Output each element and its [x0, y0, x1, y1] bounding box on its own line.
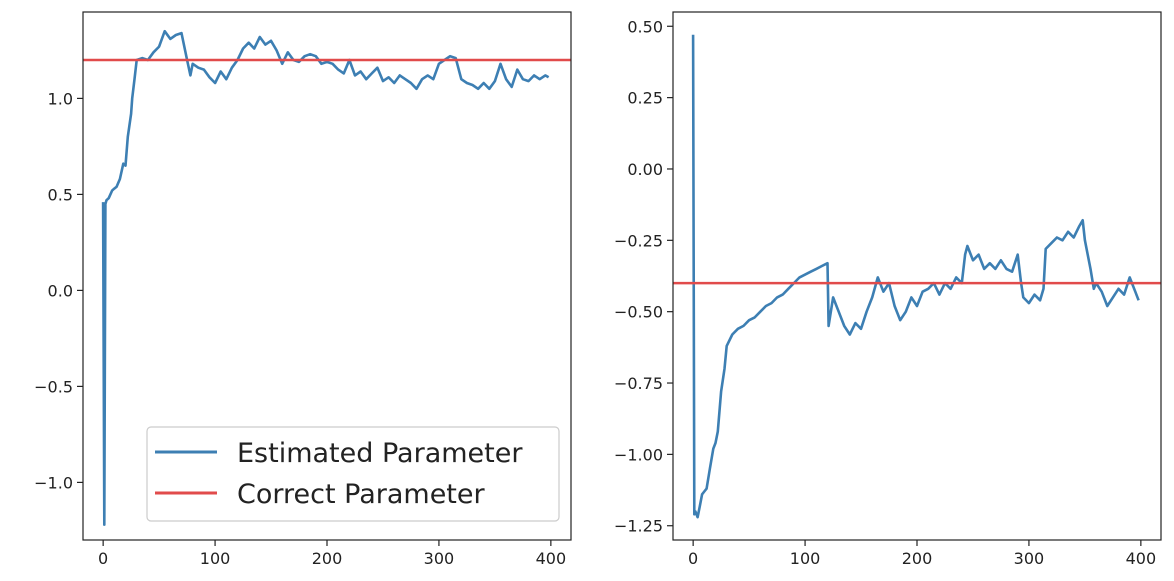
- right-ytick-label: −0.50: [614, 303, 663, 322]
- right-xtick-label: 100: [790, 549, 821, 568]
- right-ytick-label: 0.00: [627, 160, 663, 179]
- left-xtick-label: 300: [424, 549, 455, 568]
- right-ticks-layer: 0 100 200 300 400 −1.25 −1.00 −0.75 −0.50 −0.25 0.…: [614, 17, 1156, 568]
- left-ytick-label: 0.5: [48, 185, 73, 204]
- right-series-layer: [673, 34, 1161, 519]
- right-xtick-label: 300: [1014, 549, 1045, 568]
- left-plot-area-clip: [83, 29, 571, 526]
- right-xtick-label: 400: [1126, 549, 1157, 568]
- left-series-layer: [83, 29, 571, 526]
- right-ytick-label: −0.75: [614, 374, 663, 393]
- left-plot-panel: 0 100 200 300 400 −1.0 −0.5 0.0 0.5 1.0 Estimated…: [34, 11, 572, 568]
- left-ytick-label: −0.5: [34, 377, 73, 396]
- right-ytick-label: 0.50: [627, 17, 663, 36]
- left-ytick-label: 0.0: [48, 281, 73, 300]
- right-axes-frame: [672, 11, 1162, 541]
- right-series-estimated-line: [691, 34, 1140, 519]
- left-ticks-layer: 0 100 200 300 400 −1.0 −0.5 0.0 0.5 1.0: [34, 89, 566, 568]
- left-xtick-label: 200: [312, 549, 343, 568]
- legend: Estimated Parameter Correct Parameter: [146, 426, 560, 522]
- left-xtick-label: 100: [200, 549, 231, 568]
- left-ytick-label: −1.0: [34, 473, 73, 492]
- legend-label-correct: Correct Parameter: [237, 479, 486, 510]
- right-ytick-label: −1.00: [614, 445, 663, 464]
- legend-box: [146, 426, 560, 522]
- right-ytick-label: 0.25: [627, 89, 663, 108]
- left-xtick-label: 0: [98, 549, 108, 568]
- right-plot-panel: 0 100 200 300 400 −1.25 −1.00 −0.75 −0.50 −0.25 0.…: [614, 11, 1162, 568]
- left-xtick-label: 400: [536, 549, 567, 568]
- right-xtick-label: 0: [688, 549, 698, 568]
- legend-label-estimated: Estimated Parameter: [237, 438, 523, 469]
- right-ytick-label: −1.25: [614, 517, 663, 536]
- left-ytick-label: 1.0: [48, 89, 73, 108]
- right-xtick-label: 200: [902, 549, 933, 568]
- right-ytick-label: −0.25: [614, 231, 663, 250]
